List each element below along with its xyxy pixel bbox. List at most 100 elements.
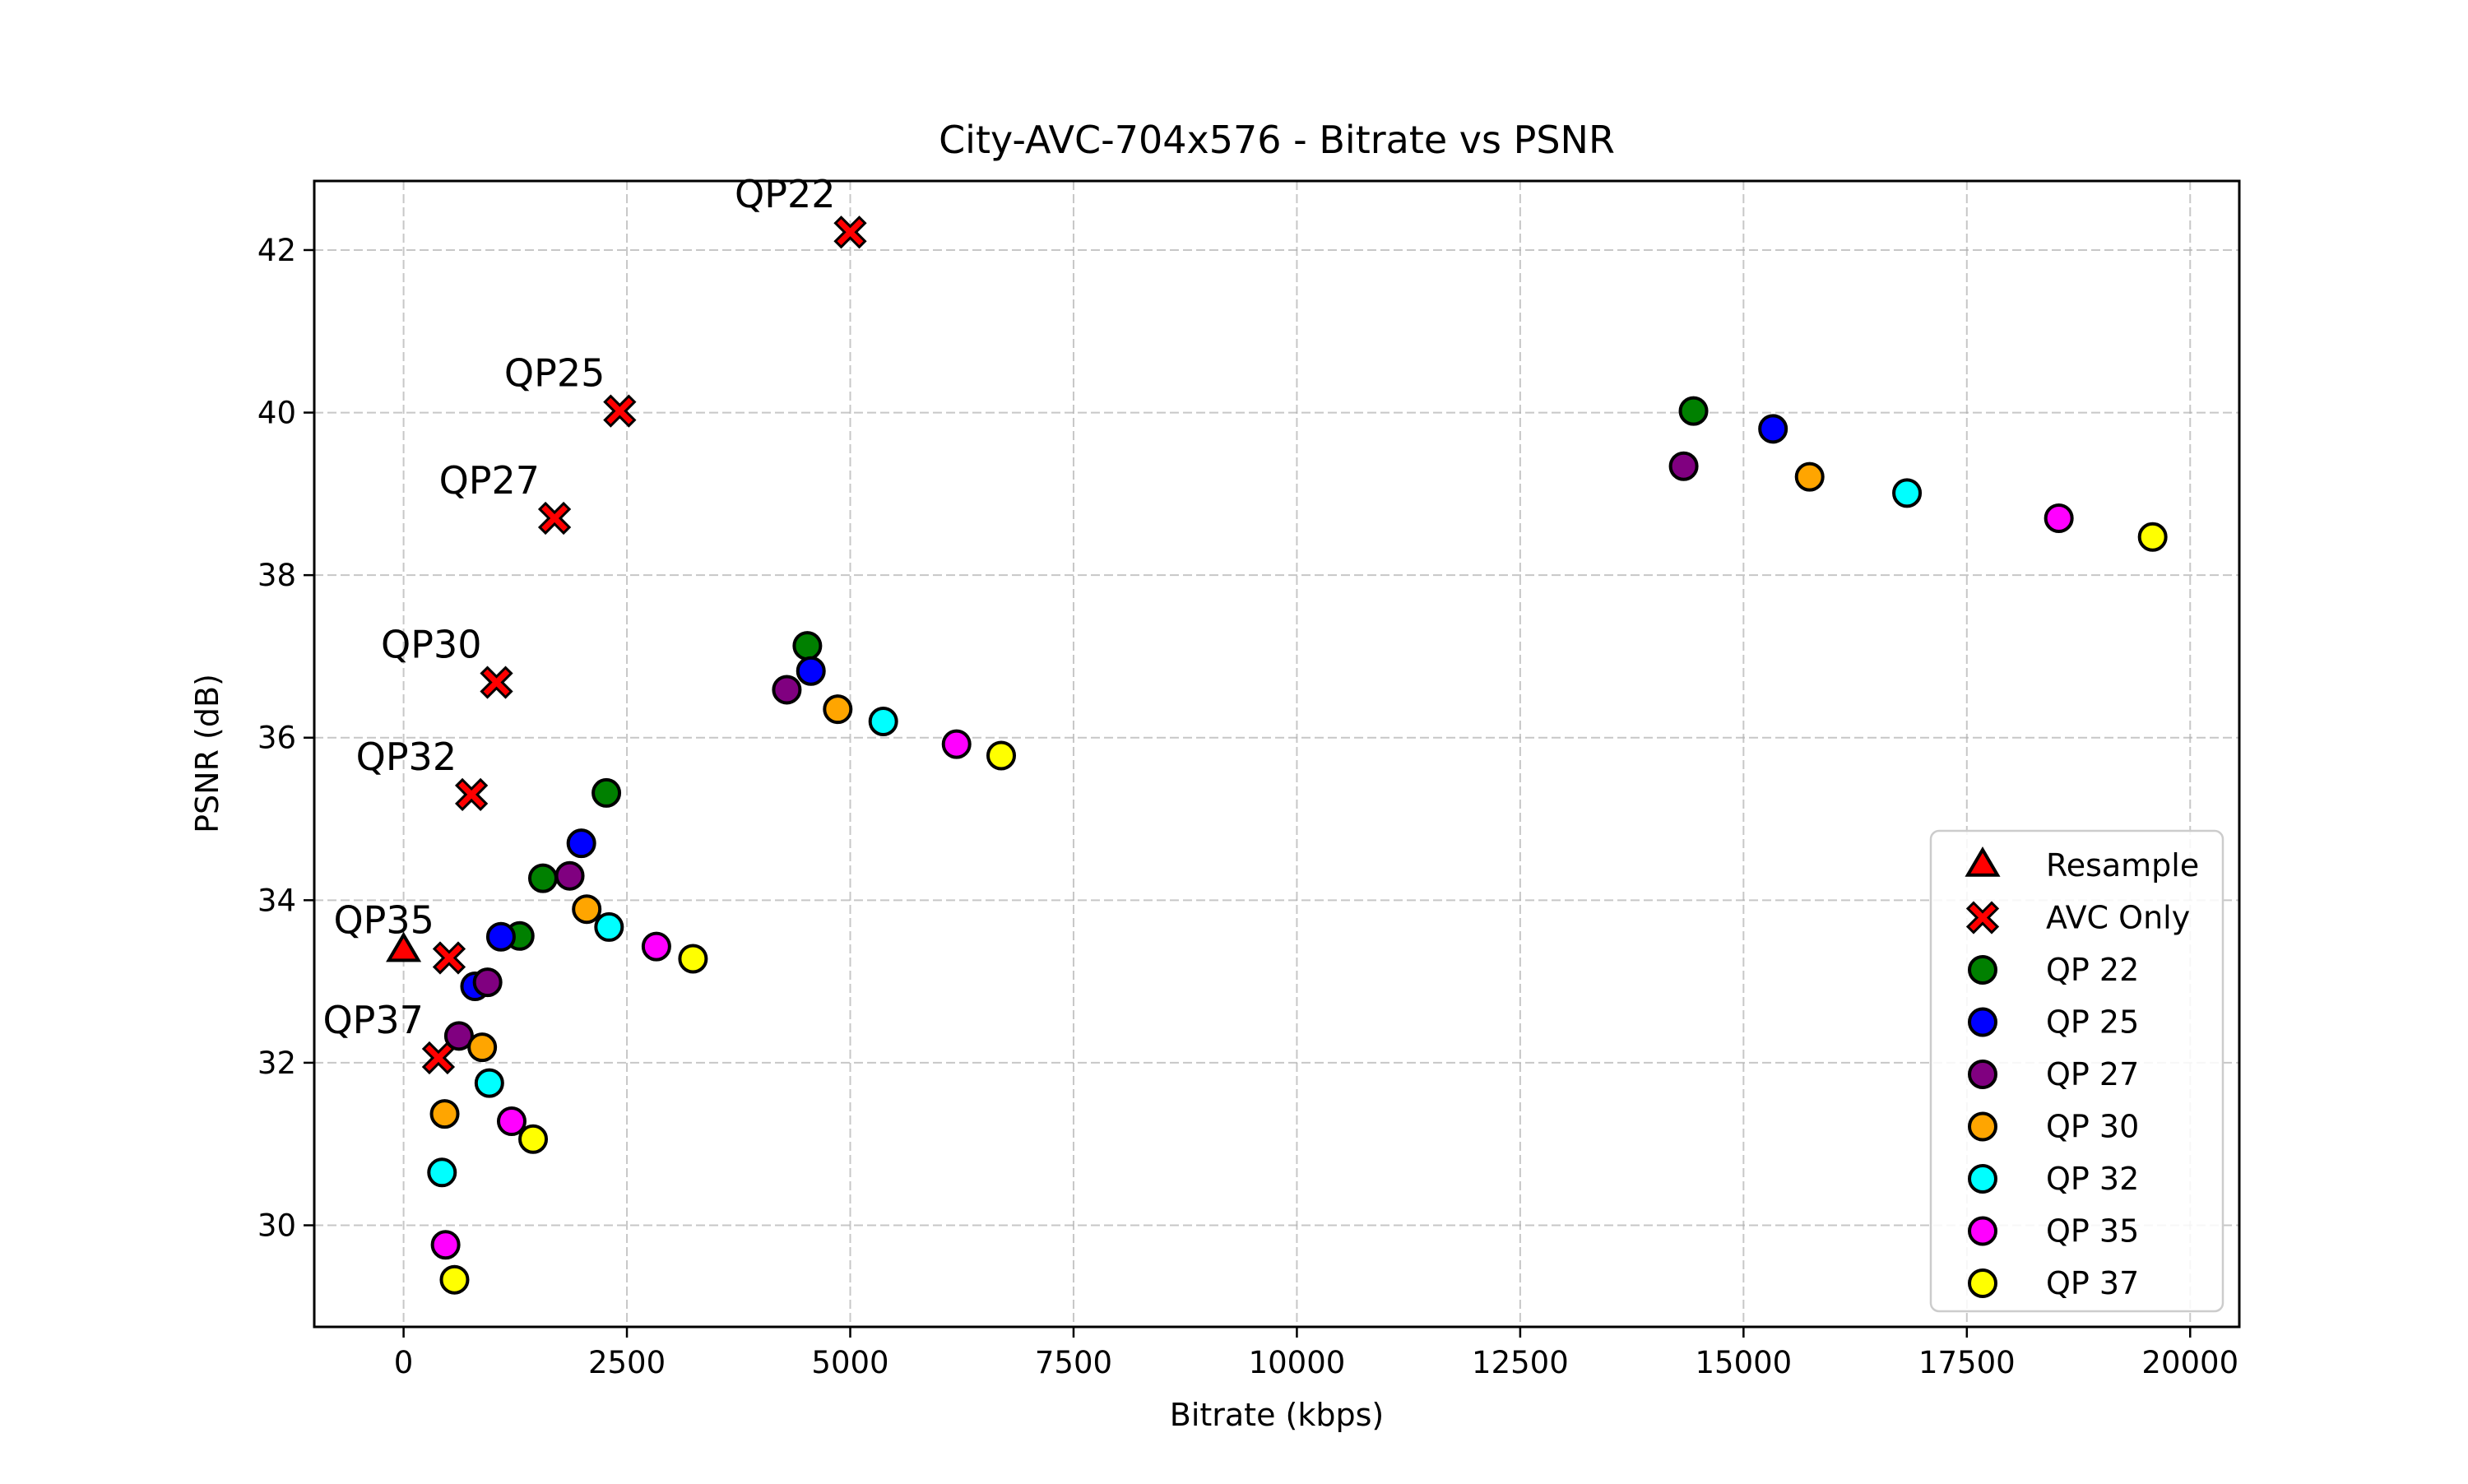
data-point-avc-only [480,665,513,699]
data-point-qp-30 [823,694,853,725]
x-tick-label: 2500 [588,1345,666,1380]
legend-label: QP 37 [2046,1265,2139,1301]
data-point-qp-25 [566,828,596,859]
data-point-qp-32 [427,1157,457,1188]
legend-item: QP 32 [1968,1161,2139,1197]
data-point-qp-35 [496,1106,527,1137]
legend-marker [1968,1060,1997,1089]
x-tick-label: 17500 [1918,1345,2016,1380]
legend-marker [1965,901,2000,934]
data-point-qp-27 [472,967,503,998]
data-point-qp-25 [796,656,826,686]
point-annotation: QP30 [381,623,481,667]
legend-item: QP 37 [1968,1265,2139,1301]
data-point-avc-only [432,941,466,975]
legend-item: AVC Only [1965,900,2190,936]
y-tick-label: 36 [257,721,296,756]
data-point-avc-only [603,394,637,428]
data-point-qp-30 [467,1032,498,1063]
y-axis-label: PSNR (dB) [189,674,225,833]
y-tick-label: 40 [257,396,296,431]
legend-marker [1968,1111,1997,1142]
data-point-qp-35 [430,1230,461,1260]
data-point-qp-35 [941,729,972,759]
x-tick-label: 15000 [1696,1345,1793,1380]
data-point-qp-22 [1678,396,1709,426]
legend-marker [1968,1164,1997,1194]
point-annotations: QP22 QP25 QP27 QP30 QP32 QP35 QP37 [322,172,835,1042]
data-point-qp-22 [591,777,622,808]
plot-frame [313,179,2241,1329]
data-point-qp-27 [772,675,802,705]
legend-box [1929,829,2224,1313]
data-point-qp-27 [443,1021,474,1051]
data-point-avc-only [454,777,489,812]
x-axis-label: Bitrate (kbps) [1170,1397,1385,1433]
legend-item: QP 22 [1968,952,2139,988]
data-point-qp-25 [485,921,516,952]
x-tick-label: 10000 [1249,1345,1346,1380]
x-tick-label: 20000 [2141,1345,2238,1380]
x-tick-label: 7500 [1035,1345,1112,1380]
data-point-qp-37 [678,944,708,974]
data-point-qp-30 [1794,461,1825,492]
legend-item: QP 30 [1968,1109,2139,1145]
legend-marker [1968,955,1997,985]
data-point-qp-32 [474,1068,504,1098]
point-annotation: QP27 [439,458,540,503]
legend-items: Resample AVC Only QP 22 QP 25 QP 27 QP 30 QP 3… [1965,846,2199,1301]
legend-label: QP 32 [2046,1161,2139,1197]
data-point-qp-32 [594,911,624,942]
data-point-qp-35 [2044,503,2074,533]
x-axis-ticks: 0 2500 5000 7500 10000 12500 15000 17500 20000 [394,1327,2238,1380]
data-point-qp-22 [527,863,558,893]
data-point-qp-37 [986,740,1017,771]
x-tick-label: 0 [394,1345,414,1380]
data-point-qp-22 [792,631,823,661]
x-tick-label: 5000 [811,1345,888,1380]
data-point-qp-30 [572,894,602,925]
data-points [386,216,2168,1295]
legend-marker [1968,1268,1997,1298]
legend-item: Resample [1965,846,2199,883]
data-point-qp-37 [518,1124,549,1154]
y-tick-label: 30 [257,1208,296,1244]
legend-label: QP 30 [2046,1109,2139,1145]
data-point-qp-32 [868,706,898,736]
point-annotation: QP35 [333,897,434,942]
data-point-qp-32 [1892,478,1923,508]
legend-item: QP 35 [1968,1213,2139,1250]
legend: Resample AVC Only QP 22 QP 25 QP 27 QP 30 QP 3… [1929,829,2224,1313]
legend-item: QP 25 [1968,1004,2139,1041]
y-axis-ticks: 30 32 34 36 38 40 42 [257,233,314,1244]
legend-marker [1965,846,2001,877]
grid [314,181,2239,1327]
data-point-qp-37 [439,1264,470,1295]
data-point-avc-only [421,1041,456,1075]
y-tick-label: 34 [257,883,296,918]
legend-label: AVC Only [2046,900,2190,936]
chart-title: City-AVC-704x576 - Bitrate vs PSNR [939,118,1615,162]
legend-label: QP 35 [2046,1213,2139,1250]
legend-item: QP 27 [1968,1056,2139,1092]
data-point-qp-27 [1668,451,1699,481]
y-tick-label: 32 [257,1046,296,1081]
point-annotation: QP25 [504,351,605,396]
y-tick-label: 38 [257,558,296,593]
legend-label: QP 27 [2046,1056,2139,1092]
data-point-qp-37 [2137,522,2168,552]
data-point-qp-35 [641,931,671,962]
point-annotation: QP37 [322,998,423,1042]
point-annotation: QP32 [356,735,457,779]
data-point-avc-only [833,216,867,249]
data-point-avc-only [537,501,572,536]
y-tick-label: 42 [257,233,296,268]
data-point-resample [386,931,422,962]
legend-marker [1968,1216,1997,1246]
legend-marker [1968,1007,1997,1037]
data-point-qp-30 [429,1099,460,1129]
legend-label: QP 25 [2046,1004,2139,1041]
data-point-qp-25 [1758,414,1788,444]
